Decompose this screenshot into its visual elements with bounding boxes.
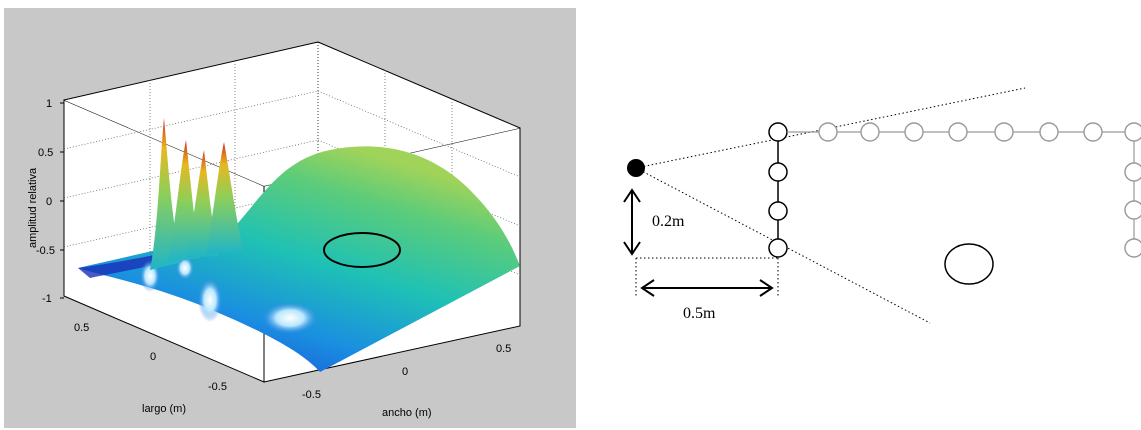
z-tick-label: 1 [46, 98, 52, 110]
dim-arrow-horizontal [640, 279, 774, 297]
speaker-circle [768, 122, 788, 142]
x-axis-label-largo: largo (m) [142, 403, 186, 415]
speaker-array-diagram: 0.2m 0.5m [623, 87, 1141, 324]
speaker-circle-grey [994, 122, 1014, 142]
speaker-circle-grey [1124, 200, 1141, 220]
largo-axis-ticks: 0.5 0 -0.5 [74, 322, 227, 393]
sound-source [627, 159, 645, 177]
speaker-circle [768, 238, 788, 258]
speaker-circle [768, 162, 788, 182]
dim-label-horizontal: 0.5m [683, 305, 716, 322]
speaker-circle-grey [1039, 122, 1059, 142]
ancho-tick-label: -0.5 [302, 389, 321, 401]
speaker-circle-grey [1083, 122, 1103, 142]
z-tick-label: -0.5 [36, 245, 55, 257]
z-axis-label: amplitud relativa [27, 167, 39, 248]
speaker-circle [768, 201, 788, 221]
zone-ellipse-plot [323, 232, 401, 268]
surface-plot [78, 118, 520, 372]
dim-label-vertical: 0.2m [652, 213, 685, 230]
speaker-circle-grey [1124, 122, 1141, 142]
z-tick-label: -1 [42, 293, 52, 305]
x-axis-label-ancho: ancho (m) [382, 407, 432, 419]
speaker-circle-grey [904, 122, 924, 142]
dim-arrow-vertical [623, 188, 641, 256]
speaker-circle-grey [818, 122, 838, 142]
speaker-circle-grey [948, 122, 968, 142]
speaker-circle-grey [1124, 238, 1141, 258]
ancho-tick-label: 0.5 [496, 343, 511, 355]
largo-tick-label: 0 [150, 351, 156, 363]
speaker-circle-grey [1124, 162, 1141, 182]
largo-tick-label: -0.5 [208, 381, 227, 393]
ancho-tick-label: 0 [402, 366, 408, 378]
largo-tick-label: 0.5 [74, 322, 89, 334]
z-tick-label: 0.5 [38, 147, 53, 159]
z-tick-label: 0 [46, 196, 52, 208]
z-axis-ticks: 1 0.5 0 -0.5 -1 [36, 98, 64, 305]
speaker-circle-grey [860, 122, 880, 142]
ancho-axis-ticks: -0.5 0 0.5 [302, 343, 511, 401]
listener-zone-circle [944, 243, 994, 285]
